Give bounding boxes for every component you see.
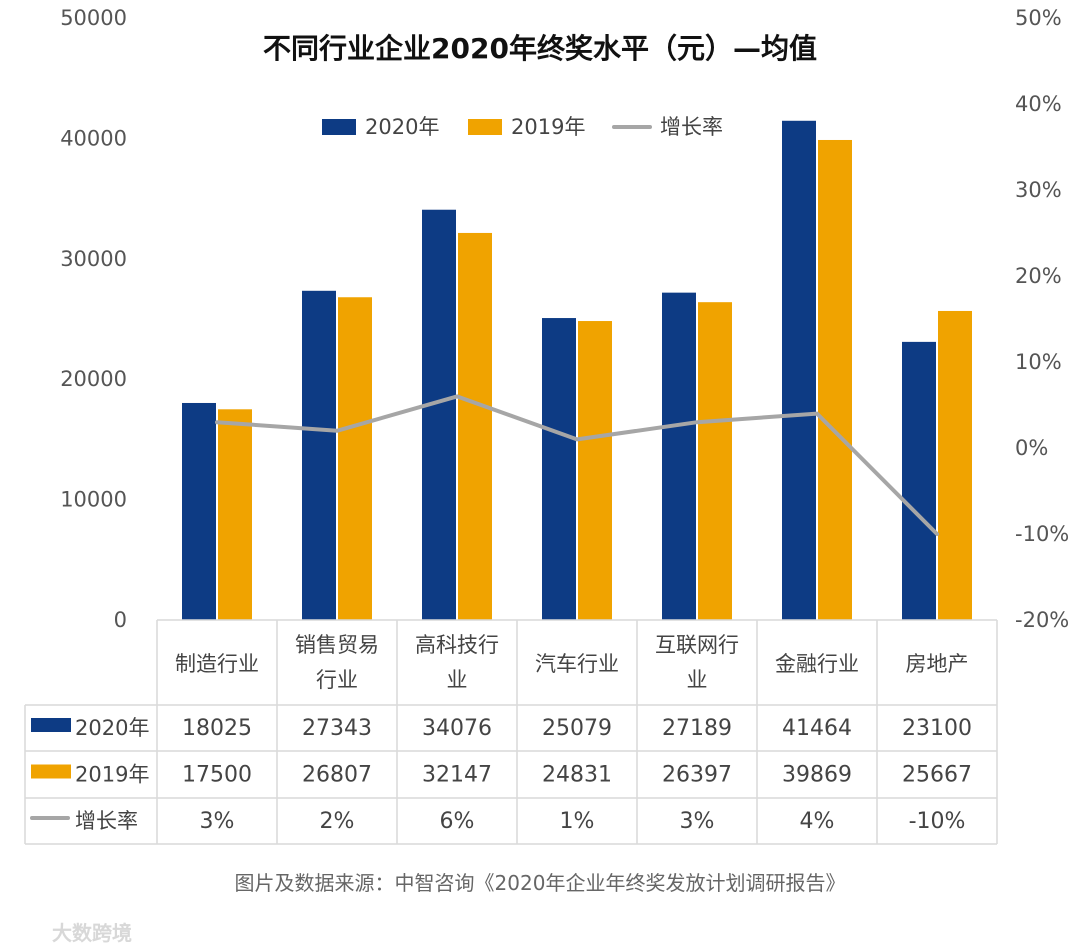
category-label: 金融行业	[775, 652, 859, 676]
secondary-y-tick-label: 20%	[1015, 264, 1062, 288]
bar-2020	[542, 318, 576, 620]
secondary-y-tick-label: 30%	[1015, 178, 1062, 202]
primary-y-tick-label: 10000	[60, 488, 127, 512]
bar-2019	[338, 297, 372, 620]
series-2019-bars	[218, 139, 972, 620]
bar-2020	[782, 120, 816, 620]
legend-label: 2020年	[365, 115, 439, 139]
bar-2019	[218, 409, 252, 620]
table-row-label: 2019年	[75, 763, 149, 787]
table-cell-value: 39869	[782, 763, 852, 788]
table-cell-value: 27343	[302, 716, 372, 741]
legend-label: 增长率	[660, 115, 723, 139]
table-cell-value: 1%	[560, 809, 595, 834]
category-label: 高科技行	[415, 633, 499, 657]
category-label: 汽车行业	[535, 652, 619, 676]
bar-2020	[422, 209, 456, 620]
legend-swatch	[468, 119, 502, 135]
primary-y-tick-label: 20000	[60, 367, 127, 391]
primary-y-tick-label: 30000	[60, 247, 127, 271]
table-cell-value: 17500	[182, 763, 252, 788]
table-cell-value: 24831	[542, 763, 612, 788]
table-cell-value: 27189	[662, 716, 732, 741]
table-swatch-2020	[31, 718, 71, 732]
table-cell-value: 18025	[182, 716, 252, 741]
secondary-y-tick-label: -10%	[1015, 522, 1069, 546]
primary-y-tick-label: 50000	[60, 6, 127, 30]
table-cell-value: -10%	[909, 809, 966, 834]
table-cell-value: 41464	[782, 716, 852, 741]
bar-2019	[458, 232, 492, 620]
table-swatch-2019	[31, 764, 71, 779]
table-cell-value: 6%	[440, 809, 475, 834]
secondary-y-axis: -20% -10% 0% 10% 20% 30% 40% 50%	[1015, 6, 1069, 632]
table-cell-value: 4%	[800, 809, 835, 834]
bar-2020	[662, 292, 696, 620]
table-cell-value: 32147	[422, 763, 492, 788]
table-cell-value: 2%	[320, 809, 355, 834]
bar-2019	[938, 310, 972, 620]
watermark: 大数跨境	[52, 921, 132, 945]
category-label: 行业	[316, 668, 358, 692]
secondary-y-tick-label: 0%	[1015, 436, 1048, 460]
table-cell-value: 25079	[542, 716, 612, 741]
table-cell-value: 25667	[902, 763, 972, 788]
category-label: 销售贸易	[295, 633, 379, 657]
table-cell-value: 3%	[680, 809, 715, 834]
category-label: 业	[687, 668, 708, 692]
table-cell-value: 26397	[662, 763, 732, 788]
chart-title: 不同行业企业2020年终奖水平（元）—均值	[263, 32, 817, 65]
category-label: 业	[447, 668, 468, 692]
bar-2020	[902, 341, 936, 620]
bar-2020	[182, 402, 216, 620]
table-cell-value: 26807	[302, 763, 372, 788]
category-label: 房地产	[906, 652, 969, 676]
category-label: 互联网行	[655, 633, 739, 657]
category-label: 制造行业	[175, 652, 259, 676]
growth-rate-line	[215, 394, 939, 536]
primary-y-axis: 0 10000 20000 30000 40000 50000	[60, 6, 127, 632]
bar-2020	[302, 290, 336, 620]
secondary-y-tick-label: 50%	[1015, 6, 1062, 30]
secondary-y-tick-label: 40%	[1015, 92, 1062, 116]
legend-label: 2019年	[511, 115, 585, 139]
table-row-label: 增长率	[75, 809, 138, 833]
series-2020-bars	[182, 120, 936, 620]
legend: 2020年 2019年 增长率	[322, 115, 723, 139]
bar-2019	[698, 302, 732, 620]
table-cell-value: 3%	[200, 809, 235, 834]
table-cell-value: 23100	[902, 716, 972, 741]
secondary-y-tick-label: -20%	[1015, 608, 1069, 632]
secondary-y-tick-label: 10%	[1015, 350, 1062, 374]
table-cell-value: 34076	[422, 716, 492, 741]
source-note: 图片及数据来源：中智咨询《2020年企业年终奖发放计划调研报告》	[235, 871, 846, 895]
legend-swatch	[322, 119, 356, 135]
bar-2019	[578, 321, 612, 620]
primary-y-tick-label: 0	[114, 608, 127, 632]
table-row-label: 2020年	[75, 716, 149, 740]
primary-y-tick-label: 40000	[60, 126, 127, 150]
bar-2019	[818, 139, 852, 620]
